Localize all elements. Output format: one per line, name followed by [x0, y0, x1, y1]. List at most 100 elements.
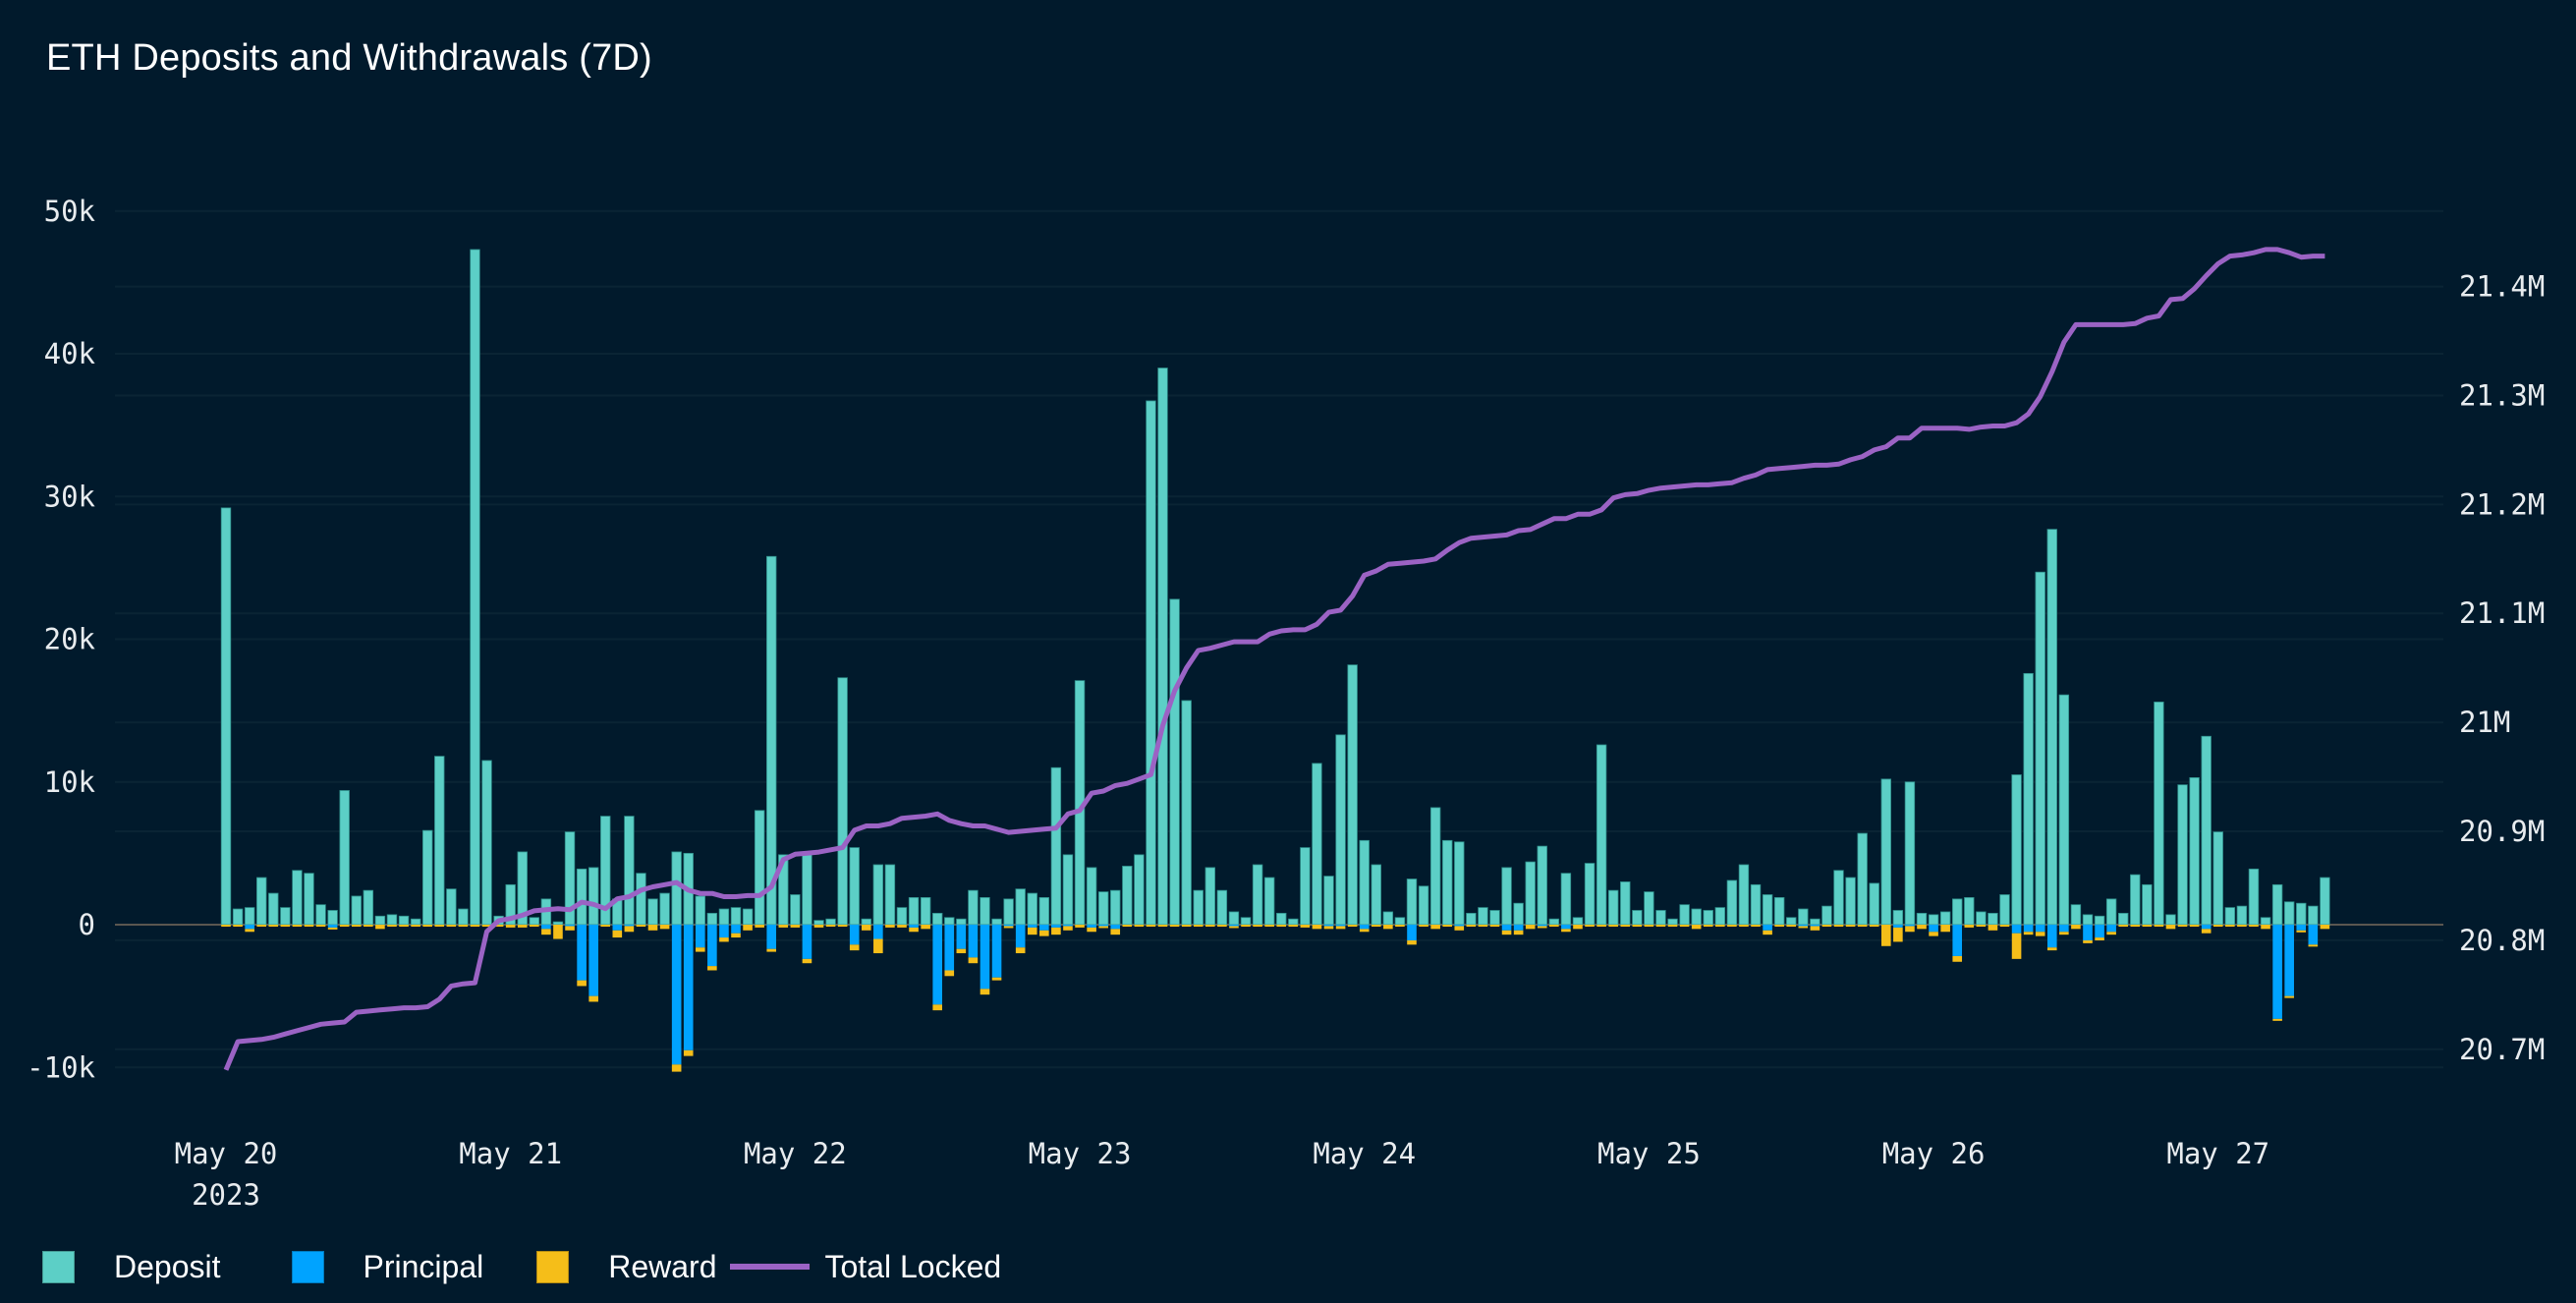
reward-bar[interactable]	[2201, 929, 2212, 934]
principal-bar[interactable]	[2308, 925, 2319, 945]
reward-bar[interactable]	[861, 925, 871, 931]
principal-bar[interactable]	[612, 925, 623, 931]
deposit-bar[interactable]	[1181, 700, 1192, 926]
reward-bar[interactable]	[339, 925, 350, 927]
deposit-bar[interactable]	[1312, 763, 1322, 926]
reward-bar[interactable]	[790, 925, 801, 928]
reward-bar[interactable]	[944, 970, 955, 977]
reward-bar[interactable]	[612, 930, 623, 938]
principal-bar[interactable]	[1537, 925, 1547, 927]
reward-bar[interactable]	[2212, 925, 2223, 927]
reward-bar[interactable]	[541, 929, 551, 935]
reward-bar[interactable]	[1027, 927, 1037, 935]
reward-bar[interactable]	[849, 944, 860, 951]
reward-bar[interactable]	[1964, 925, 1975, 928]
reward-bar[interactable]	[577, 980, 587, 987]
reward-bar[interactable]	[2272, 1018, 2282, 1021]
deposit-bar[interactable]	[1988, 912, 1998, 926]
reward-bar[interactable]	[1691, 925, 1702, 930]
deposit-bar[interactable]	[1300, 847, 1311, 926]
reward-bar[interactable]	[1087, 927, 1096, 933]
deposit-bar[interactable]	[1798, 908, 1809, 926]
principal-bar[interactable]	[1763, 925, 1772, 931]
reward-bar[interactable]	[1442, 925, 1453, 927]
reward-bar[interactable]	[2130, 925, 2141, 927]
deposit-bar[interactable]	[351, 895, 362, 926]
deposit-bar[interactable]	[1276, 912, 1287, 926]
deposit-bar[interactable]	[932, 912, 943, 926]
reward-bar[interactable]	[600, 925, 611, 927]
deposit-bar[interactable]	[1193, 889, 1204, 926]
principal-bar[interactable]	[2296, 925, 2307, 931]
deposit-bar[interactable]	[2271, 883, 2283, 926]
reward-bar[interactable]	[1869, 925, 1879, 927]
reward-bar[interactable]	[1620, 925, 1631, 927]
deposit-bar[interactable]	[920, 897, 931, 926]
principal-bar[interactable]	[541, 925, 551, 930]
reward-bar[interactable]	[422, 925, 432, 927]
reward-bar[interactable]	[245, 929, 254, 933]
deposit-bar[interactable]	[588, 867, 599, 926]
reward-bar[interactable]	[2118, 925, 2128, 927]
principal-bar[interactable]	[2035, 925, 2045, 933]
deposit-bar[interactable]	[2023, 672, 2034, 926]
reward-bar[interactable]	[1857, 925, 1868, 927]
reward-bar[interactable]	[921, 925, 930, 930]
reward-bar[interactable]	[1845, 925, 1856, 927]
reward-bar[interactable]	[885, 925, 895, 928]
reward-bar[interactable]	[233, 925, 243, 927]
reward-bar[interactable]	[1430, 925, 1440, 930]
deposit-bar[interactable]	[2189, 776, 2200, 926]
deposit-bar[interactable]	[398, 915, 410, 926]
reward-bar[interactable]	[1015, 947, 1026, 954]
deposit-bar[interactable]	[1632, 910, 1643, 926]
reward-bar[interactable]	[897, 925, 907, 928]
deposit-bar[interactable]	[813, 920, 824, 926]
reward-bar[interactable]	[2320, 925, 2330, 930]
reward-bar[interactable]	[1241, 925, 1251, 927]
principal-bar[interactable]	[1359, 925, 1370, 930]
reward-bar[interactable]	[1525, 925, 1536, 930]
deposit-bar[interactable]	[1786, 917, 1797, 926]
deposit-bar[interactable]	[1062, 854, 1074, 926]
reward-bar[interactable]	[1751, 925, 1761, 927]
reward-bar[interactable]	[1478, 925, 1488, 927]
reward-bar[interactable]	[909, 927, 919, 933]
reward-bar[interactable]	[553, 925, 563, 939]
deposit-bar[interactable]	[1406, 878, 1418, 926]
deposit-bar[interactable]	[825, 918, 836, 926]
deposit-bar[interactable]	[849, 847, 860, 926]
reward-bar[interactable]	[256, 925, 267, 927]
reward-bar[interactable]	[1952, 955, 1963, 962]
reward-bar[interactable]	[1596, 925, 1606, 927]
reward-bar[interactable]	[659, 925, 670, 930]
principal-bar[interactable]	[565, 925, 575, 927]
deposit-bar[interactable]	[1560, 873, 1572, 926]
deposit-bar[interactable]	[896, 907, 908, 926]
deposit-bar[interactable]	[1263, 877, 1275, 926]
deposit-bar[interactable]	[1572, 917, 1584, 926]
reward-bar[interactable]	[1193, 925, 1204, 927]
reward-bar[interactable]	[647, 925, 658, 931]
reward-bar[interactable]	[1454, 926, 1465, 931]
reward-bar[interactable]	[1205, 925, 1215, 927]
reward-bar[interactable]	[481, 925, 492, 927]
principal-bar[interactable]	[2046, 925, 2057, 948]
reward-bar[interactable]	[813, 925, 824, 928]
principal-bar[interactable]	[968, 925, 979, 958]
deposit-bar[interactable]	[2011, 774, 2022, 926]
deposit-bar[interactable]	[1810, 918, 1820, 926]
deposit-bar[interactable]	[1418, 885, 1429, 926]
deposit-bar[interactable]	[1478, 907, 1488, 926]
reward-bar[interactable]	[1608, 925, 1618, 927]
reward-bar[interactable]	[2308, 944, 2319, 947]
reward-bar[interactable]	[1288, 925, 1299, 927]
deposit-bar[interactable]	[2165, 914, 2176, 926]
reward-bar[interactable]	[968, 957, 979, 964]
reward-bar[interactable]	[1893, 927, 1903, 942]
deposit-bar[interactable]	[1146, 400, 1156, 926]
deposit-bar[interactable]	[1525, 861, 1536, 926]
deposit-bar[interactable]	[232, 908, 244, 926]
deposit-bar[interactable]	[1869, 882, 1879, 926]
deposit-bar[interactable]	[1703, 910, 1713, 926]
